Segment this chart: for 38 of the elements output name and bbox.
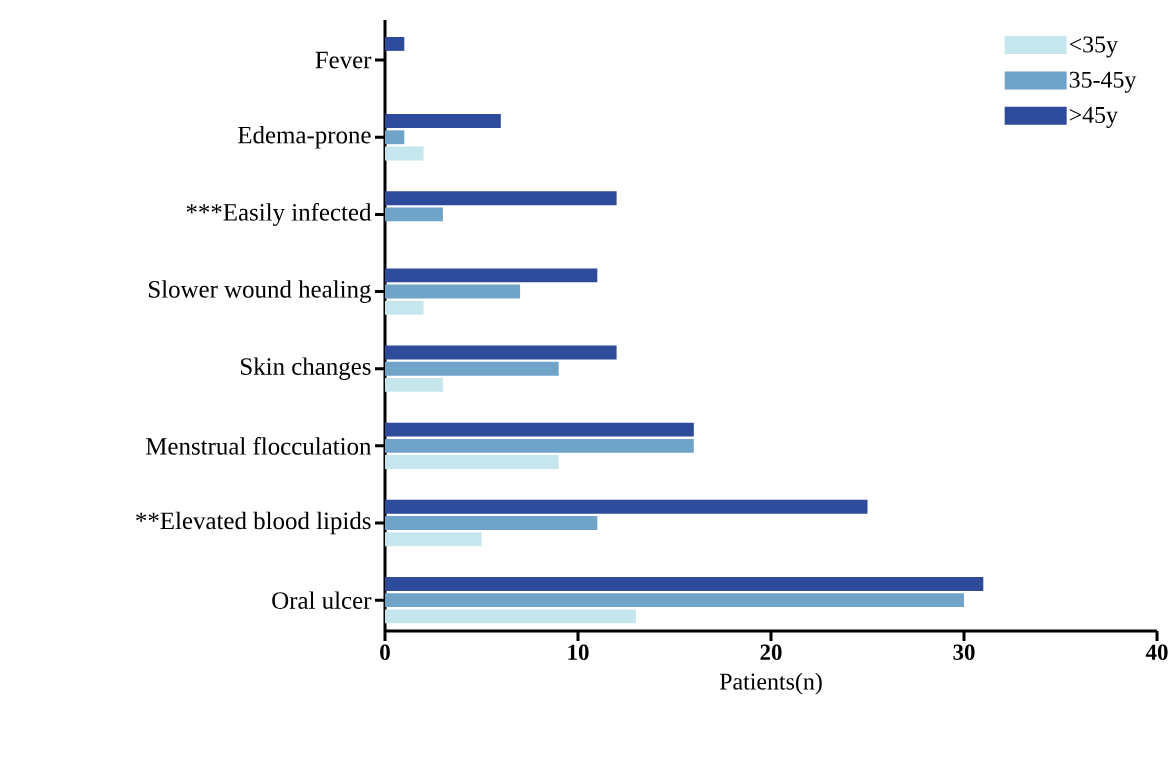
y-tick-label: Skin changes	[241, 357, 371, 381]
x-tick-label: 10	[568, 644, 589, 660]
x-tick-label: 40	[1145, 644, 1168, 660]
bar	[385, 609, 636, 624]
legend-label: <35y	[1069, 36, 1118, 58]
legend-label: 35-45y	[1069, 71, 1137, 93]
bar	[385, 499, 868, 514]
y-tick-label: Edema-prone	[238, 125, 371, 149]
bar	[385, 130, 405, 145]
y-tick-label: ***Easily infected	[186, 202, 372, 226]
bar	[385, 593, 964, 608]
bar	[385, 268, 598, 283]
x-tick-label: 0	[380, 644, 390, 660]
x-tick-label: 30	[953, 644, 975, 660]
legend-label: >45y	[1069, 107, 1118, 128]
x-tick-label: 20	[760, 644, 782, 660]
bar	[385, 114, 501, 129]
bar	[385, 361, 559, 376]
bar	[385, 300, 424, 315]
bar	[385, 516, 598, 530]
bar	[385, 377, 443, 392]
y-tick-label: Slower wound healing	[149, 280, 371, 303]
y-tick-label: Fever	[315, 51, 372, 69]
bar	[385, 532, 482, 547]
bar	[385, 146, 424, 161]
bar	[385, 284, 521, 299]
bar	[385, 455, 559, 469]
y-tick-label: **Elevated blood lipids	[136, 511, 371, 535]
y-tick-label: Oral ulcer	[272, 591, 372, 609]
x-axis-title: Patients(n)	[719, 672, 822, 695]
bar	[385, 207, 443, 222]
bar	[385, 191, 617, 206]
y-tick-label: Menstrual flocculation	[146, 436, 372, 455]
bar	[385, 438, 694, 453]
bar	[385, 422, 694, 437]
bar	[385, 36, 405, 51]
bar	[385, 345, 617, 360]
bar	[385, 577, 984, 591]
